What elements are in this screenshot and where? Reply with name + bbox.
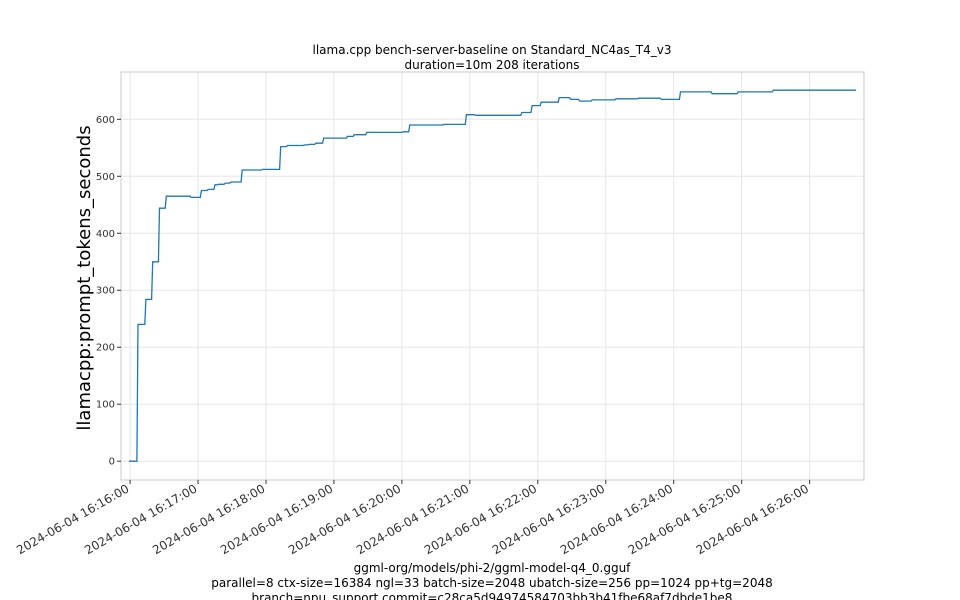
chart-title: llama.cpp bench-server-baseline on Stand… xyxy=(313,43,672,57)
x-tick-label: 2024-06-04 16:21:00 xyxy=(354,481,471,557)
x-tick-label: 2024-06-04 16:19:00 xyxy=(218,481,335,557)
x-tick-label: 2024-06-04 16:20:00 xyxy=(286,481,403,557)
y-tick-label: 100 xyxy=(96,400,115,411)
y-tick-label: 200 xyxy=(96,343,115,354)
footer-branch: branch=npu_support commit=c28ca5d9497458… xyxy=(252,591,733,600)
y-tick-label: 300 xyxy=(96,286,115,297)
x-tick-label: 2024-06-04 16:24:00 xyxy=(558,481,675,557)
y-tick-label: 600 xyxy=(96,115,115,126)
y-axis-label: llamacpp:prompt_tokens_seconds xyxy=(74,125,95,430)
grid-lines xyxy=(121,72,864,480)
x-tick-label: 2024-06-04 16:16:00 xyxy=(14,481,131,557)
x-tick-label: 2024-06-04 16:26:00 xyxy=(694,481,811,557)
x-tick-label: 2024-06-04 16:17:00 xyxy=(82,481,199,557)
plot-frame xyxy=(120,71,865,481)
x-tick-label: 2024-06-04 16:23:00 xyxy=(490,481,607,557)
x-tick-label: 2024-06-04 16:18:00 xyxy=(150,481,267,557)
footer-params: parallel=8 ctx-size=16384 ngl=33 batch-s… xyxy=(211,576,772,590)
series-line-prompt-tokens-seconds xyxy=(128,89,857,462)
x-tick-label: 2024-06-04 16:22:00 xyxy=(422,481,539,557)
y-tick-label: 0 xyxy=(109,457,115,468)
y-tick-label: 400 xyxy=(96,229,115,240)
footer-model: ggml-org/models/phi-2/ggml-model-q4_0.gg… xyxy=(354,561,632,575)
chart-subtitle: duration=10m 208 iterations xyxy=(405,58,580,72)
y-tick-label: 500 xyxy=(96,172,115,183)
x-tick-label: 2024-06-04 16:25:00 xyxy=(626,481,743,557)
